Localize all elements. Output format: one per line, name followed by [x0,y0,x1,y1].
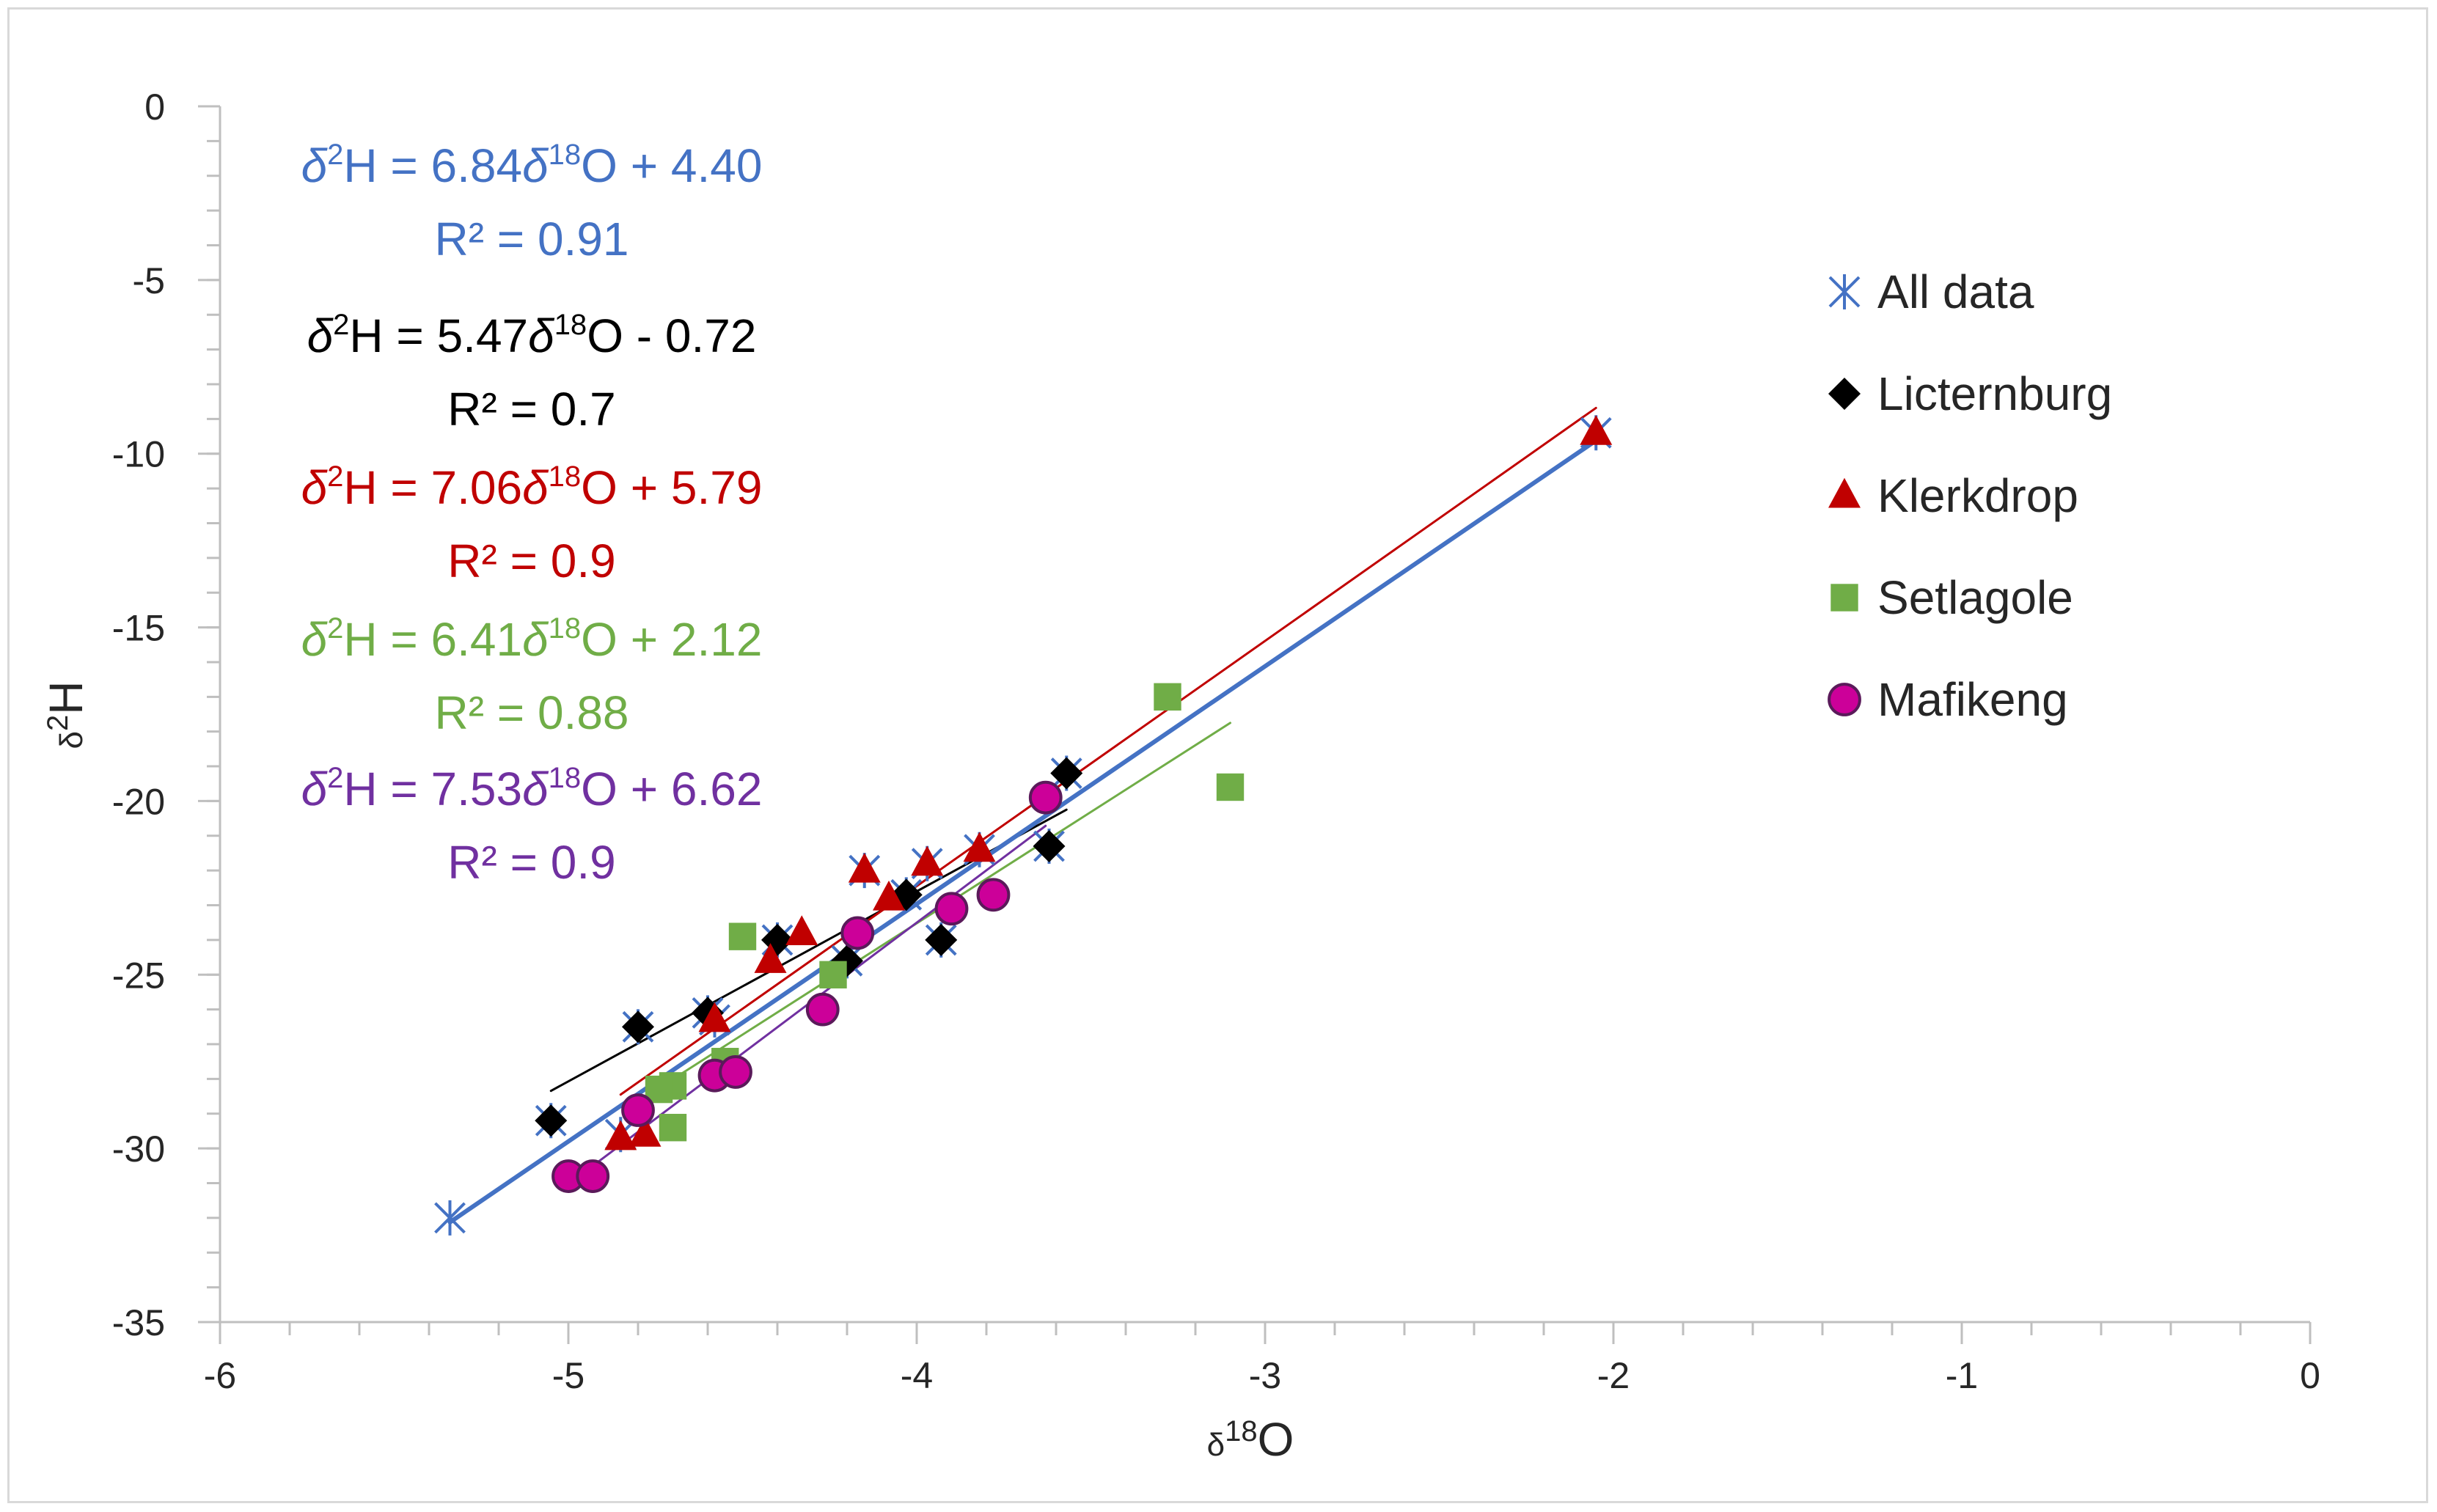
legend-marker-licternburg [1828,378,1861,410]
y-tick-label: 0 [144,87,165,128]
point-mafikeng [976,878,1011,912]
y-tick-label: -30 [112,1129,165,1170]
point-all-data [434,1200,466,1236]
point-mafikeng [576,1159,610,1193]
trendline-klerkdrop [619,406,1597,1096]
equation-setlagole: δ2H = 6.41δ18O + 2.12 [301,612,763,666]
trendline-all-data [447,438,1599,1225]
legend-marker-setlagole [1831,584,1858,612]
point-mafikeng [934,892,969,926]
x-axis-title: δ18O [1207,1413,1294,1466]
point-mafikeng [805,992,840,1027]
point-licternburg [1050,757,1083,790]
legend-marker-mafikeng [1828,683,1861,716]
legend-item-klerkdrop: Klerkdrop [1828,469,2078,522]
point-klerkdrop [698,1002,731,1032]
equation-klerkdrop: δ2H = 7.06δ18O + 5.79 [301,460,763,514]
legend: All data Licternburg Klerkdrop Setlagole Maf… [1828,265,2112,726]
y-tick-label: -35 [112,1302,165,1343]
point-licternburg [925,923,958,956]
r-squared-setlagole: R² = 0.88 [434,686,629,739]
point-setlagole [728,922,757,950]
point-klerkdrop [754,943,787,973]
y-tick-label: -10 [112,434,165,475]
equation-labels: δ2H = 6.84δ18O + 4.40 R² = 0.91 δ2H = 5.47… [301,139,763,889]
x-tick-label: -5 [552,1355,584,1396]
chart-frame [7,7,2428,1503]
legend-marker-klerkdrop [1828,477,1861,508]
y-tick-label: -5 [133,260,165,301]
x-tick-label: 0 [2300,1355,2320,1396]
equation-licternburg: δ2H = 5.47δ18O - 0.72 [307,309,757,362]
r-squared-klerkdrop: R² = 0.9 [447,535,615,587]
y-tick-label: -15 [112,608,165,649]
x-tick-label: -2 [1597,1355,1630,1396]
legend-item-all-data: All data [1828,265,2034,318]
legend-item-mafikeng: Mafikeng [1828,673,2068,726]
point-klerkdrop [911,845,944,876]
x-tick-label: -3 [1249,1355,1281,1396]
x-tick-label: -6 [204,1355,236,1396]
point-mafikeng [1028,780,1063,815]
point-setlagole [1216,773,1245,801]
point-licternburg [535,1104,568,1137]
legend-label-mafikeng: Mafikeng [1877,673,2068,726]
equation-all-data: δ2H = 6.84δ18O + 4.40 [301,139,763,192]
point-licternburg [1033,830,1066,863]
point-klerkdrop [848,852,881,883]
legend-label-klerkdrop: Klerkdrop [1877,469,2078,522]
legend-item-setlagole: Setlagole [1831,571,2073,624]
x-tick-label: -4 [901,1355,933,1396]
point-klerkdrop [629,1116,662,1147]
legend-label-all-data: All data [1877,265,2034,318]
r-squared-all-data: R² = 0.91 [434,213,629,265]
r-squared-licternburg: R² = 0.7 [447,383,615,436]
point-setlagole [819,961,847,988]
axes: -6 -5 -4 -3 -2 -1 00-5-10-15-20-25-30-35 [112,87,2320,1396]
point-klerkdrop [785,915,818,945]
y-tick-label: -25 [112,955,165,996]
equation-mafikeng: δ2H = 7.53δ18O + 6.62 [301,762,763,815]
point-klerkdrop [963,832,996,862]
r-squared-mafikeng: R² = 0.9 [447,836,615,889]
point-klerkdrop [873,880,905,911]
point-licternburg [622,1010,654,1043]
series-klerkdrop [604,415,1613,1150]
point-mafikeng [621,1093,655,1127]
y-tick-label: -20 [112,781,165,822]
legend-item-licternburg: Licternburg [1828,367,2112,420]
point-mafikeng [719,1055,752,1089]
point-mafikeng [840,916,875,950]
legend-marker-all-data [1828,274,1861,309]
point-setlagole [659,1114,687,1142]
legend-label-setlagole: Setlagole [1877,571,2073,624]
series-mafikeng [551,780,1063,1193]
data-points [434,415,1613,1236]
legend-label-licternburg: Licternburg [1877,367,2112,420]
x-tick-label: -1 [1946,1355,1978,1396]
y-axis-title: δ2H [40,681,92,749]
point-klerkdrop [604,1120,637,1150]
point-klerkdrop [1580,415,1613,445]
point-setlagole [1154,683,1181,711]
